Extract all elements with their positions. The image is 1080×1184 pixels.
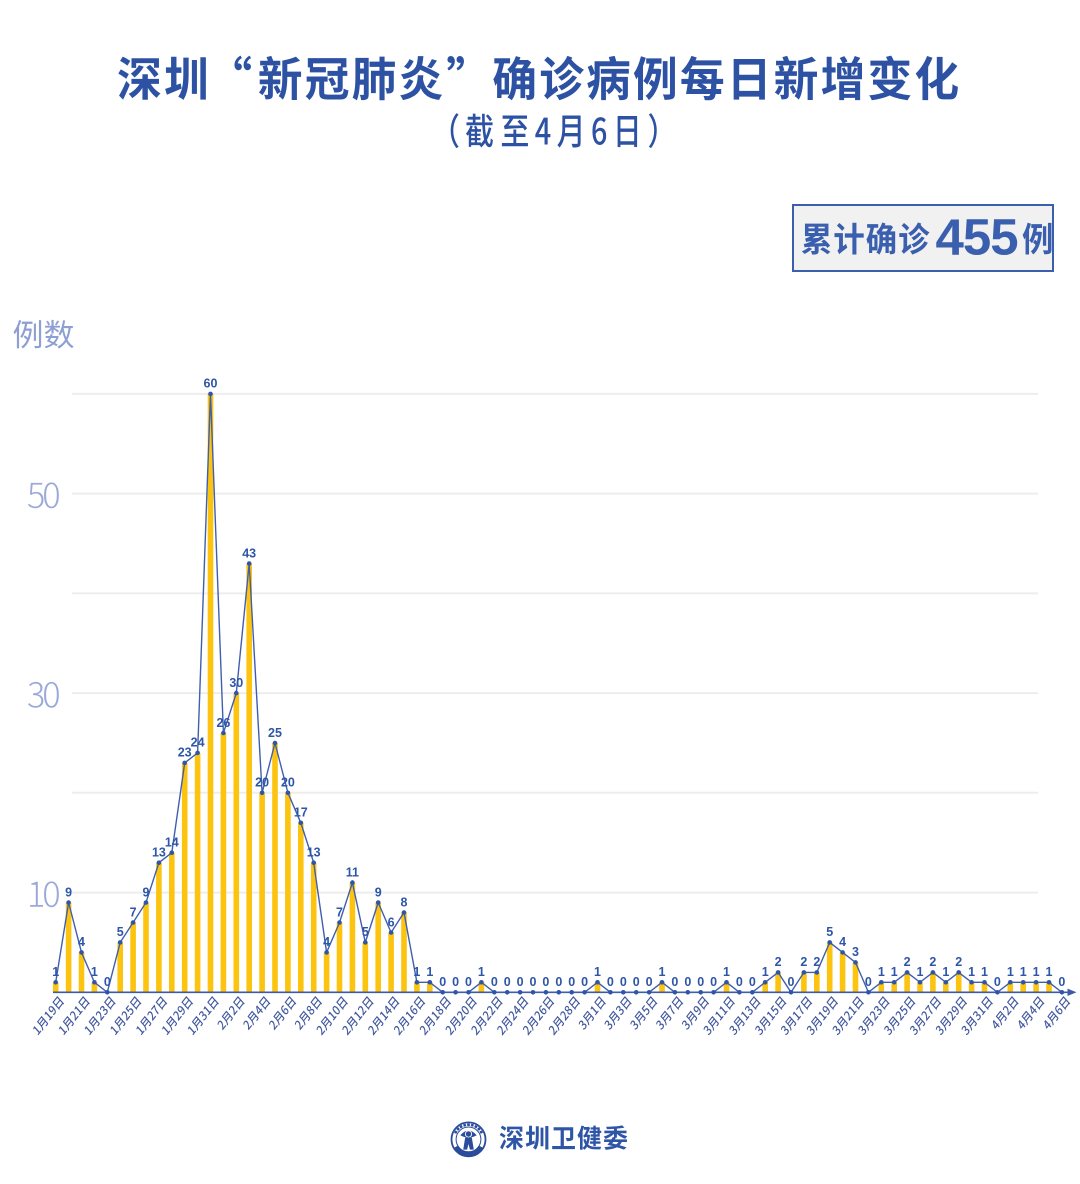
svg-text:24: 24 [191,736,205,750]
svg-text:0: 0 [517,975,524,989]
svg-text:9: 9 [65,885,72,899]
svg-text:0: 0 [865,975,872,989]
svg-text:9: 9 [375,885,382,899]
svg-text:17: 17 [294,806,308,820]
svg-text:20: 20 [255,776,269,790]
svg-text:1: 1 [917,965,924,979]
svg-text:0: 0 [504,975,511,989]
svg-text:4: 4 [78,935,85,949]
svg-text:0: 0 [555,975,562,989]
svg-text:14: 14 [165,836,179,850]
svg-text:0: 0 [581,975,588,989]
svg-text:0: 0 [710,975,717,989]
svg-text:1: 1 [1007,965,1014,979]
svg-text:6: 6 [388,915,395,929]
svg-text:0: 0 [671,975,678,989]
svg-text:2: 2 [800,955,807,969]
svg-text:0: 0 [607,975,614,989]
svg-text:60: 60 [204,377,218,391]
svg-text:0: 0 [465,975,472,989]
svg-text:1: 1 [942,965,949,979]
svg-text:2: 2 [813,955,820,969]
svg-text:3: 3 [852,945,859,959]
svg-text:0: 0 [530,975,537,989]
svg-text:0: 0 [646,975,653,989]
svg-text:7: 7 [336,905,343,919]
svg-text:0: 0 [491,975,498,989]
svg-text:0: 0 [994,975,1001,989]
svg-text:0: 0 [684,975,691,989]
svg-text:43: 43 [242,546,256,560]
svg-text:25: 25 [268,726,282,740]
svg-text:1: 1 [1020,965,1027,979]
svg-text:1: 1 [968,965,975,979]
svg-text:0: 0 [452,975,459,989]
svg-text:23: 23 [178,746,192,760]
svg-text:4: 4 [323,935,330,949]
svg-text:2: 2 [775,955,782,969]
svg-text:9: 9 [143,885,150,899]
svg-text:1: 1 [762,965,769,979]
svg-text:26: 26 [216,716,230,730]
svg-text:0: 0 [104,975,111,989]
svg-text:0: 0 [439,975,446,989]
svg-text:1: 1 [981,965,988,979]
svg-text:1: 1 [1033,965,1040,979]
svg-text:455: 455 [936,209,1018,266]
svg-text:11: 11 [346,865,359,879]
svg-text:1: 1 [594,965,601,979]
svg-text:1: 1 [478,965,485,979]
svg-text:4: 4 [839,935,846,949]
svg-text:8: 8 [401,895,408,909]
svg-text:0: 0 [542,975,549,989]
svg-text:1: 1 [91,965,98,979]
svg-text:5: 5 [826,925,833,939]
svg-text:2: 2 [929,955,936,969]
svg-text:20: 20 [281,776,295,790]
svg-text:1: 1 [878,965,885,979]
svg-text:7: 7 [130,905,137,919]
svg-text:0: 0 [749,975,756,989]
svg-text:2: 2 [904,955,911,969]
svg-text:1: 1 [426,965,433,979]
svg-text:13: 13 [152,846,166,860]
svg-text:2: 2 [955,955,962,969]
svg-text:0: 0 [633,975,640,989]
svg-text:0: 0 [697,975,704,989]
svg-text:0: 0 [620,975,627,989]
svg-text:1: 1 [1046,965,1053,979]
svg-text:5: 5 [117,925,124,939]
svg-text:1: 1 [659,965,666,979]
svg-text:1: 1 [723,965,730,979]
svg-text:0: 0 [568,975,575,989]
svg-text:5: 5 [362,925,369,939]
svg-text:0: 0 [788,975,795,989]
svg-text:1: 1 [413,965,420,979]
svg-text:30: 30 [229,676,243,690]
svg-text:1: 1 [52,965,59,979]
svg-text:1: 1 [891,965,898,979]
svg-text:0: 0 [1058,975,1065,989]
svg-text:0: 0 [736,975,743,989]
svg-text:13: 13 [307,846,321,860]
